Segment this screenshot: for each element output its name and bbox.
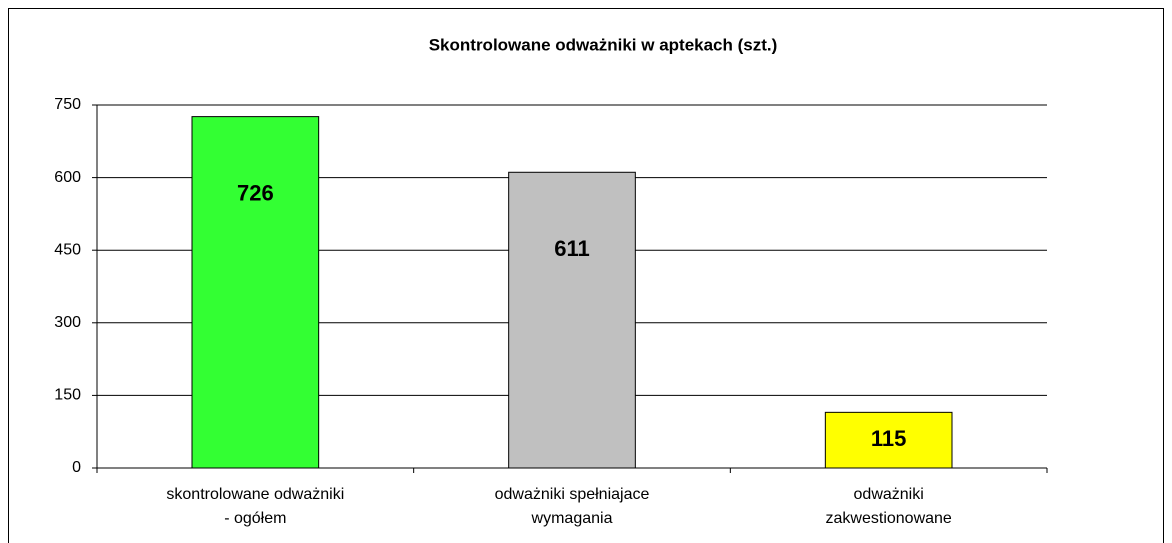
x-tick-label: odważniki spełniajace wymagania [495, 486, 650, 527]
x-tick-label: skontrolowane odważniki - ogółem [166, 486, 344, 527]
y-tick-label: 0 [72, 459, 81, 476]
y-tick-label: 600 [54, 169, 81, 186]
y-tick-label: 150 [54, 387, 81, 404]
chart-title: Skontrolowane odważniki w aptekach (szt.… [429, 35, 778, 54]
data-label: 115 [871, 426, 907, 451]
x-tick-label: odważniki zakwestionowane [826, 486, 952, 527]
data-label: 611 [554, 236, 590, 261]
y-tick-label: 450 [54, 241, 81, 258]
bar [508, 171, 636, 469]
data-label: 726 [237, 180, 274, 205]
y-tick-label: 300 [54, 314, 81, 331]
y-tick-label: 750 [54, 96, 81, 113]
bar [191, 116, 320, 469]
bar [824, 411, 953, 469]
